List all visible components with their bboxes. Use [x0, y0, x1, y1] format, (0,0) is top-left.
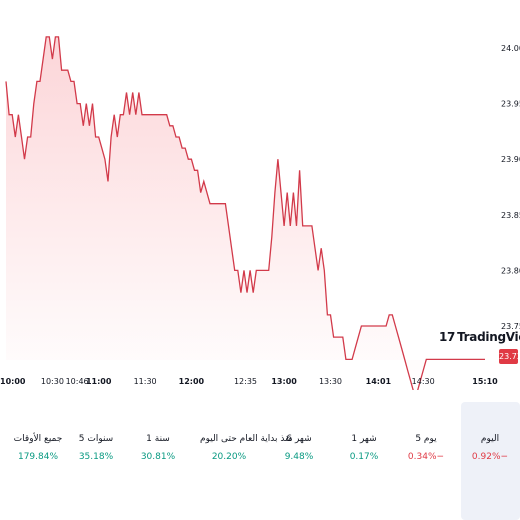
period-5-years[interactable]: 5 سنوات 35.18%: [67, 432, 125, 468]
y-tick-label: 23.90: [501, 155, 520, 164]
period-label: اليوم: [480, 434, 500, 444]
x-tick-label: 14:30: [412, 377, 435, 386]
y-tick-label: 23.95: [501, 100, 520, 109]
period-value: 0.17%: [349, 452, 379, 462]
active-period-highlight: [461, 402, 520, 520]
period-value: 20.20%: [211, 452, 247, 462]
y-tick-label: 23.80: [501, 266, 520, 275]
x-tick-label: 13:00: [271, 377, 297, 386]
x-tick-label: 11:00: [86, 377, 112, 386]
y-tick-label: 24.00: [501, 44, 520, 53]
tradingview-mark-icon: 17: [439, 330, 456, 344]
x-tick-label: 14:01: [366, 377, 392, 386]
period-label: 5 سنوات: [78, 434, 114, 444]
x-tick-label: 10:00: [0, 377, 26, 386]
period-1-month[interactable]: 1 شهر 0.17%: [335, 432, 393, 468]
y-tick-label: 23.75: [501, 322, 520, 331]
price-area-fill: [6, 36, 485, 390]
period-value: 9.48%: [284, 452, 314, 462]
period-label: 5 يوم: [415, 434, 437, 444]
price-chart[interactable]: 24.00 23.95 23.90 23.85 23.80 23.75 10:00 10:3…: [0, 0, 520, 390]
price-series-line: [5, 36, 485, 390]
period-ytd[interactable]: منذ بداية العام حتى اليوم 20.20%: [200, 432, 293, 468]
tradingview-logo: 17TradingView: [439, 330, 520, 344]
x-tick-label: 10:46: [66, 377, 89, 386]
x-tick-label: 13:30: [319, 377, 342, 386]
period-value: 35.18%: [78, 452, 114, 462]
x-tick-label: 15:10: [472, 377, 498, 386]
tradingview-logo-text: TradingView: [457, 330, 520, 344]
period-today[interactable]: اليوم 0.92%−: [461, 432, 519, 468]
y-tick-label: 23.85: [501, 211, 520, 220]
period-5-days[interactable]: 5 يوم 0.34%−: [397, 432, 455, 468]
period-label: جميع الأوقات: [13, 434, 63, 444]
period-all-time[interactable]: جميع الأوقات 179.84%: [9, 432, 67, 468]
period-value: 30.81%: [140, 452, 176, 462]
period-label: 1 شهر: [351, 434, 377, 444]
current-price-tag: 23.72: [499, 349, 520, 364]
period-label: 1 سنة: [146, 434, 170, 444]
period-value: 0.34%−: [407, 452, 445, 462]
period-value: 0.92%−: [471, 452, 509, 462]
x-tick-label: 12:00: [179, 377, 205, 386]
period-value: 179.84%: [17, 452, 59, 462]
period-6-months[interactable]: 6 شهر 9.48%: [270, 432, 328, 468]
x-tick-label: 12:35: [234, 377, 257, 386]
period-label: منذ بداية العام حتى اليوم: [200, 434, 293, 444]
y-axis: 24.00 23.95 23.90 23.85 23.80 23.75: [501, 44, 520, 331]
performance-periods: جميع الأوقات 179.84% 5 سنوات 35.18% 1 سن…: [0, 402, 520, 520]
period-label: 6 شهر: [286, 434, 312, 444]
period-1-year[interactable]: 1 سنة 30.81%: [129, 432, 187, 468]
x-tick-label: 10:30: [41, 377, 64, 386]
x-tick-label: 11:30: [134, 377, 157, 386]
